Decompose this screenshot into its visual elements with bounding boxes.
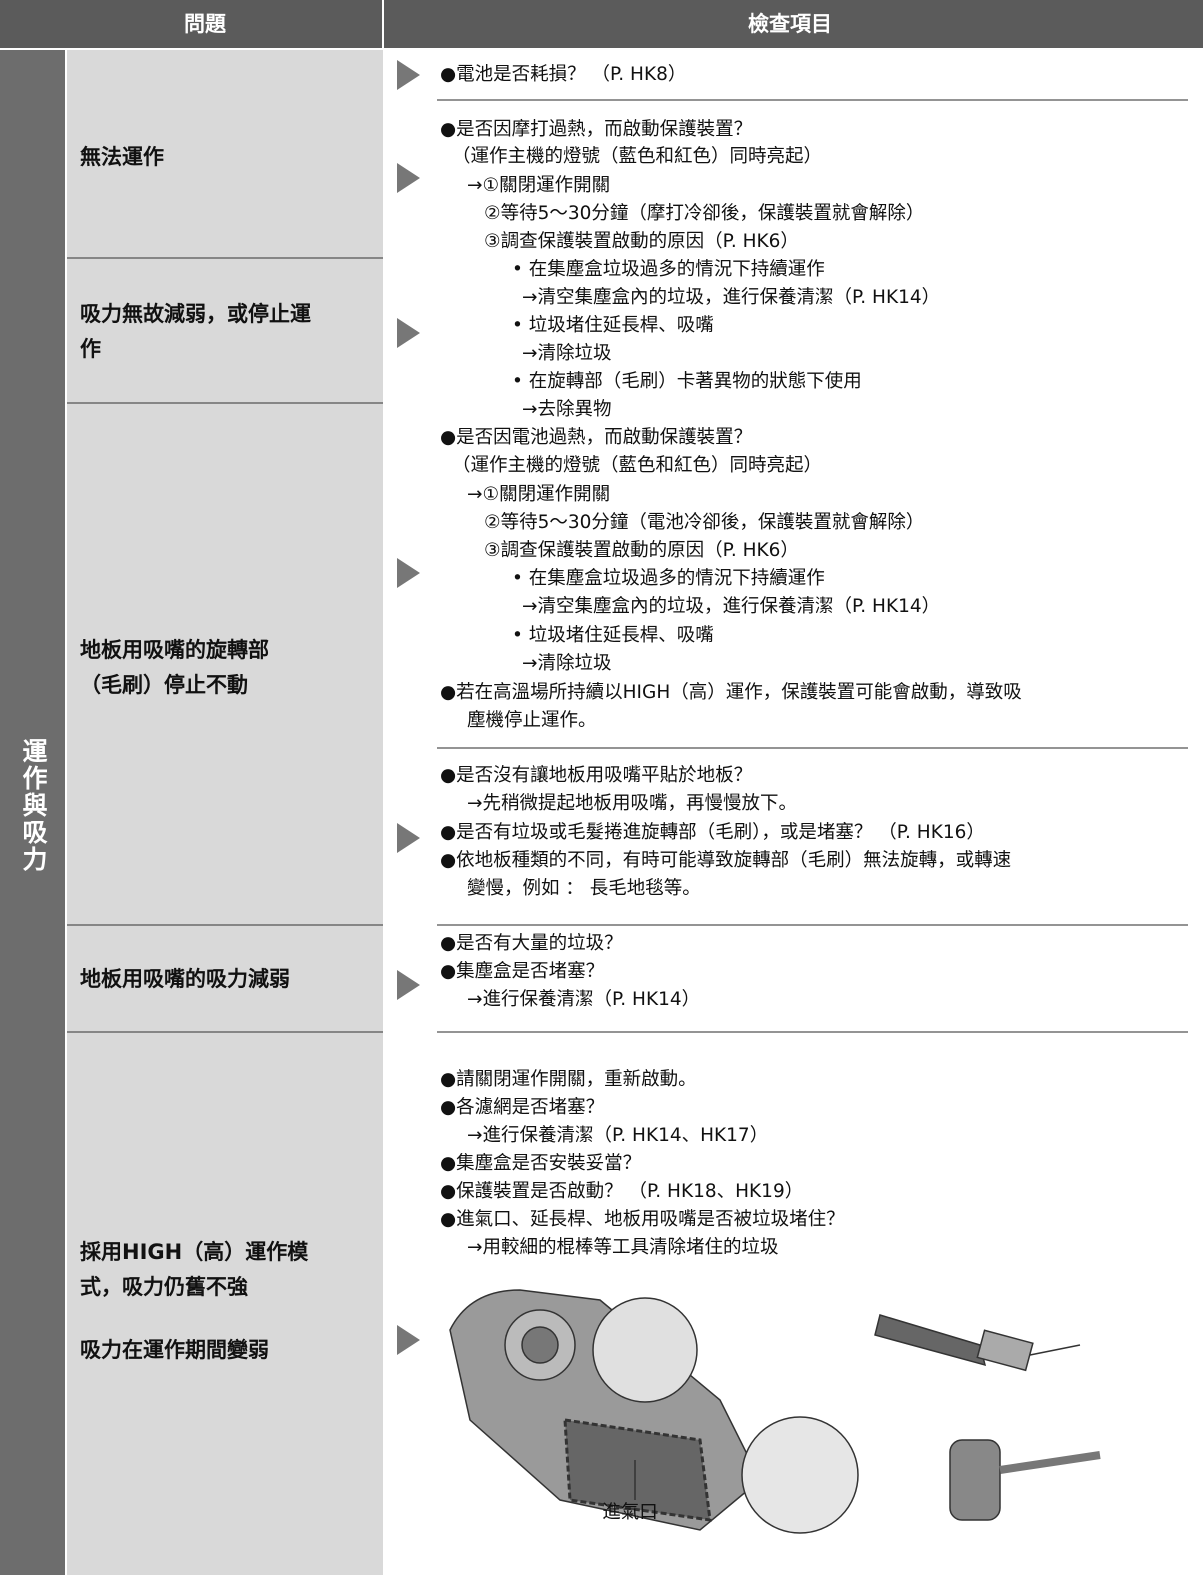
check-text: • 在旋轉部（毛刷）卡著異物的狀態下使用 <box>512 371 862 392</box>
check-text: 變慢，例如 ： 長毛地毯等。 <box>467 878 701 899</box>
check-text: →清空集塵盒內的垃圾，進行保養清潔（P. HK14） <box>522 596 940 617</box>
check-text: • 在集塵盒垃圾過多的情況下持續運作 <box>512 568 825 589</box>
check-text: ②等待5～30分鐘（電池冷卻後，保護裝置就會解除） <box>484 512 924 533</box>
check-text: ●集塵盒是否堵塞？ <box>440 961 604 982</box>
check-text: →清空集塵盒內的垃圾，進行保養清潔（P. HK14） <box>522 287 940 308</box>
illustration <box>449 1289 1101 1534</box>
problem-text: 式，吸力仍舊不強 <box>80 1275 248 1299</box>
problem-text: 採用HIGH（高）運作模 <box>80 1240 309 1264</box>
check-text: ●是否有大量的垃圾？ <box>440 933 623 954</box>
check-text: ●請關閉運作開關，重新啟動。 <box>440 1069 697 1090</box>
problem-text: 無法運作 <box>80 145 164 169</box>
check-text: （運作主機的燈號（藍色和紅色）同時亮起） <box>452 455 822 476</box>
check-text: →先稍微提起地板用吸嘴，再慢慢放下。 <box>467 793 797 814</box>
check-text: →清除垃圾 <box>522 343 612 364</box>
check-text: （運作主機的燈號（藍色和紅色）同時亮起） <box>452 146 822 167</box>
problem-text: 地板用吸嘴的吸力減弱 <box>80 967 290 991</box>
check-text: ●若在高溫場所持續以HIGH（高）運作，保護裝置可能會啟動，導致吸 <box>440 682 1022 703</box>
check-text: →用較細的棍棒等工具清除堵住的垃圾 <box>467 1237 779 1258</box>
arrow <box>397 823 420 853</box>
figure-label: 進氣口 <box>602 1502 658 1523</box>
problem-text: 地板用吸嘴的旋轉部 <box>80 638 269 662</box>
problem-text: 吸力無故減弱，或停止運 <box>80 302 311 326</box>
problem-text: 作 <box>80 337 101 361</box>
check-text: →①關閉運作開關 <box>467 175 610 196</box>
check-text: ●依地板種類的不同，有時可能導致旋轉部（毛刷）無法旋轉，或轉速 <box>440 850 1011 871</box>
header-bar <box>0 0 1203 48</box>
check-text: ●是否沒有讓地板用吸嘴平貼於地板？ <box>440 765 752 786</box>
check-text: ③調查保護裝置啟動的原因（P. HK6） <box>484 540 799 561</box>
problem-text: （毛刷）停止不動 <box>80 673 248 697</box>
header-check: 檢查項目 <box>748 12 832 36</box>
check-text: ●電池是否耗損？ （P. HK8） <box>440 64 686 85</box>
check-text: →進行保養清潔（P. HK14） <box>467 989 700 1010</box>
check-text: ●進氣口、延長桿、地板用吸嘴是否被垃圾堵住？ <box>440 1209 845 1230</box>
problem-column <box>67 50 383 1575</box>
check-text: →清除垃圾 <box>522 653 612 674</box>
check-text: ●是否因電池過熱，而啟動保護裝置？ <box>440 427 752 448</box>
arrow <box>397 163 420 193</box>
check-text: →進行保養清潔（P. HK14、HK17） <box>467 1125 768 1146</box>
check-text: 塵機停止運作。 <box>467 710 597 731</box>
arrow <box>397 970 420 1000</box>
check-text: ●集塵盒是否安裝妥當？ <box>440 1153 641 1174</box>
check-text: ②等待5～30分鐘（摩打冷卻後，保護裝置就會解除） <box>484 203 924 224</box>
arrow <box>397 60 420 90</box>
arrow <box>397 1325 420 1355</box>
arrow <box>397 318 420 348</box>
check-text: • 在集塵盒垃圾過多的情況下持續運作 <box>512 259 825 280</box>
check-text: ③調查保護裝置啟動的原因（P. HK6） <box>484 231 799 252</box>
check-text: →①關閉運作開關 <box>467 484 610 505</box>
header-problem: 問題 <box>184 12 227 36</box>
check-text: • 垃圾堵住延長桿、吸嘴 <box>512 625 714 646</box>
check-text: ●各濾網是否堵塞？ <box>440 1097 604 1118</box>
check-text: →去除異物 <box>522 399 612 420</box>
category-label: 運作與吸力 <box>19 738 48 873</box>
problem-text: 吸力在運作期間變弱 <box>80 1338 269 1362</box>
check-text: ●是否因摩打過熱，而啟動保護裝置？ <box>440 119 752 140</box>
check-text: ●保護裝置是否啟動？ （P. HK18、HK19） <box>440 1181 803 1202</box>
arrow <box>397 558 420 588</box>
check-text: • 垃圾堵住延長桿、吸嘴 <box>512 315 714 336</box>
category-column <box>0 50 65 1575</box>
check-text: ●是否有垃圾或毛髮捲進旋轉部（毛刷），或是堵塞？ （P. HK16） <box>440 821 985 843</box>
